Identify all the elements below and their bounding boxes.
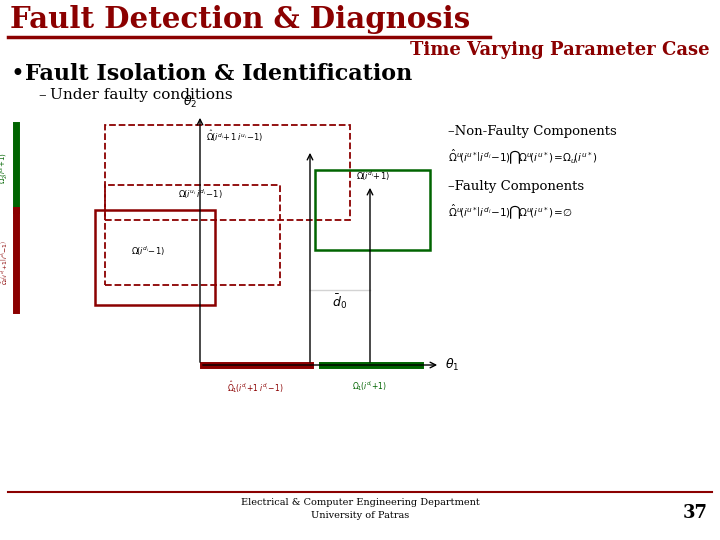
Text: $\theta_2$: $\theta_2$ (183, 94, 197, 110)
Bar (95, 210, 215, 305)
Text: $\Omega\!\left(i^{u_i}\;i^{d_i}\!-\!1\right)$: $\Omega\!\left(i^{u_i}\;i^{d_i}\!-\!1\ri… (178, 188, 222, 201)
Text: –Faulty Components: –Faulty Components (448, 180, 584, 193)
Text: $\hat{\Omega}_1\!\left(i^{d_i}\!+\!1\;i^{d_i}\!-\!1\right)$: $\hat{\Omega}_1\!\left(i^{d_i}\!+\!1\;i^… (227, 379, 283, 395)
Text: $\hat{\Omega}^{u}\!\left(i^{u*}\!\left|i^{d_i}\!-\!1\right.\right)\!\bigcap\!\Om: $\hat{\Omega}^{u}\!\left(i^{u*}\!\left|i… (448, 147, 598, 166)
Text: $\theta_1$: $\theta_1$ (445, 357, 459, 373)
Bar (105, 125, 350, 220)
Text: •: • (10, 63, 24, 86)
Text: –Non-Faulty Components: –Non-Faulty Components (448, 125, 617, 138)
Text: 37: 37 (683, 504, 708, 522)
Bar (315, 170, 430, 250)
Text: –: – (38, 88, 45, 102)
Text: $\bar{d}_0$: $\bar{d}_0$ (333, 292, 348, 310)
Text: $\hat{\Omega}^{u}\!\left(i^{u*}\!\left|i^{d_i}\!-\!1\right.\right)\!\bigcap\!\Om: $\hat{\Omega}^{u}\!\left(i^{u*}\!\left|i… (448, 202, 572, 221)
Text: Fault Detection & Diagnosis: Fault Detection & Diagnosis (10, 5, 470, 34)
Text: $\Omega\!\left(i^{d_i}\!-\!1\right)$: $\Omega\!\left(i^{d_i}\!-\!1\right)$ (131, 245, 165, 259)
Bar (105, 185, 280, 285)
Text: $\hat{\Omega}_2\!\left(i^{d_i}\!+\!1\left|i^{d_i}\!-\!1\right.\right)$: $\hat{\Omega}_2\!\left(i^{d_i}\!+\!1\lef… (0, 239, 10, 285)
Text: $\hat{\Omega}\!\left(i^{d_i}\!+\!1\;i^{u_i}\!-\!1\right)$: $\hat{\Omega}\!\left(i^{d_i}\!+\!1\;i^{u… (206, 128, 264, 144)
Text: Electrical & Computer Engineering Department: Electrical & Computer Engineering Depart… (240, 498, 480, 507)
Text: $\Omega\!\left(i^{d_i}\!+\!1\right)$: $\Omega\!\left(i^{d_i}\!+\!1\right)$ (356, 170, 390, 184)
Text: $\Omega_2\!\left(i^{d_i}\!+\!1\right)$: $\Omega_2\!\left(i^{d_i}\!+\!1\right)$ (0, 152, 10, 184)
Text: $\Omega_1\!\left(i^{d_i}\!+\!1\right)$: $\Omega_1\!\left(i^{d_i}\!+\!1\right)$ (353, 379, 387, 393)
Text: Under faulty conditions: Under faulty conditions (50, 88, 233, 102)
Text: Time Varying Parameter Case: Time Varying Parameter Case (410, 41, 710, 59)
Text: University of Patras: University of Patras (311, 511, 409, 520)
Text: Fault Isolation & Identification: Fault Isolation & Identification (25, 63, 413, 85)
